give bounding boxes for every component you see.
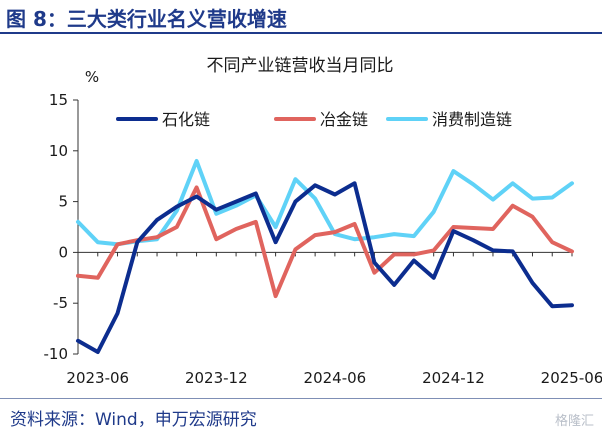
x-tick-label: 2024-12 bbox=[422, 369, 485, 387]
x-tick-label: 2025-06 bbox=[541, 369, 602, 387]
line-chart: 不同产业链营收当月同比 % 15 10 5 0 -5 -10 2023-06 2023-12… bbox=[44, 56, 602, 387]
legend: 石化链 冶金链 消费制造链 bbox=[116, 110, 512, 129]
x-tick-label: 2024-06 bbox=[304, 369, 367, 387]
figure-title: 图 8：三大类行业名义营收增速 bbox=[6, 7, 287, 31]
y-tick-label: 10 bbox=[49, 142, 68, 160]
series-line bbox=[76, 185, 574, 299]
x-axis: 2023-06 2023-12 2024-06 2024-12 2025-06 bbox=[66, 251, 602, 387]
y-axis-unit: % bbox=[85, 68, 99, 86]
footer-divider bbox=[0, 398, 602, 399]
y-tick-label: -5 bbox=[53, 294, 68, 312]
x-tick-label: 2023-06 bbox=[66, 369, 129, 387]
x-tick-label: 2023-12 bbox=[185, 369, 248, 387]
legend-label: 消费制造链 bbox=[432, 110, 512, 129]
watermark-text: 格隆汇 bbox=[554, 414, 594, 429]
y-tick-label: 0 bbox=[58, 243, 68, 261]
y-tick-label: 5 bbox=[58, 193, 68, 211]
header-divider bbox=[0, 32, 602, 34]
source-note: 资料来源：Wind，申万宏源研究 bbox=[10, 410, 257, 430]
y-axis: 15 10 5 0 -5 -10 bbox=[44, 91, 79, 363]
y-tick-label: -10 bbox=[44, 345, 69, 363]
legend-label: 石化链 bbox=[162, 110, 210, 129]
series-layer bbox=[76, 159, 574, 354]
series-line bbox=[76, 181, 574, 354]
y-tick-label: 15 bbox=[49, 91, 68, 109]
chart-title: 不同产业链营收当月同比 bbox=[207, 56, 394, 76]
legend-label: 冶金链 bbox=[320, 110, 368, 129]
figure-header: 图 8：三大类行业名义营收增速 bbox=[0, 0, 602, 32]
